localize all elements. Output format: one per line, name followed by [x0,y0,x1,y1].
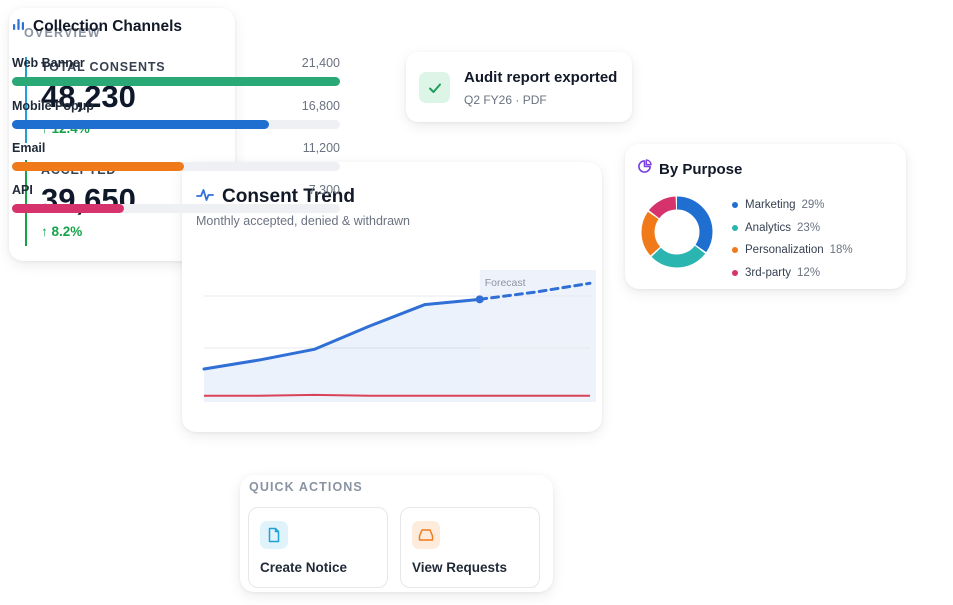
legend-name: 3rd-party [745,266,792,279]
legend-dot [732,224,738,231]
channel-name: Mobile Popup [12,99,94,113]
legend-item-3rd-party: 3rd-party 12% [732,262,853,285]
toast-subtitle: Q2 FY26 · PDF [464,93,547,107]
inbox-icon [412,521,440,549]
check-icon [419,72,450,103]
legend-item-analytics: Analytics 23% [732,217,853,240]
legend-name: Marketing [745,199,796,212]
quick-actions-title: QUICK ACTIONS [249,480,363,494]
legend-pct: 29% [801,199,825,212]
channel-value: 11,200 [302,141,340,155]
donut-slice-marketing [641,196,713,268]
channel-value: 16,800 [301,99,340,113]
legend-dot [732,247,738,254]
channel-name: API [12,183,33,197]
channel-row-email: Email 11,200 [12,141,340,171]
view-requests-label: View Requests [412,560,508,575]
legend-pct: 18% [829,244,853,257]
accepted-forecast-line [478,281,592,301]
audit-export-toast[interactable]: Audit report exported Q2 FY26 · PDF [406,52,632,122]
legend-item-marketing: Marketing 29% [732,194,853,217]
legend-dot [732,269,738,276]
pie-chart-icon [637,159,652,179]
channels-title: Collection Channels [33,17,182,35]
purpose-legend: Marketing 29% Analytics 23% Personalizat… [732,194,853,284]
legend-name: Analytics [745,221,792,234]
forecast-start-point [475,295,484,304]
purpose-title: By Purpose [659,160,743,178]
chart-subtitle: Monthly accepted, denied & withdrawn [196,214,411,228]
overview-title: OVERVIEW [24,26,101,40]
document-icon [260,521,288,549]
bar-chart-icon [12,17,25,36]
forecast-label: Forecast [485,277,526,289]
channel-bar-track [12,120,340,129]
quick-actions-card: QUICK ACTIONS Create Notice View Request… [240,475,553,592]
by-purpose-card: By Purpose Marketing 29% Analytics 23% P… [625,144,906,289]
legend-pct: 12% [797,266,821,279]
channel-value: 7,300 [308,183,340,197]
channel-bar-fill [12,162,184,171]
legend-pct: 23% [797,221,821,234]
channel-row-mobile-popup: Mobile Popup 16,800 [12,99,340,129]
chart-title: Consent Trend [222,186,356,207]
channel-bar-track [12,204,340,213]
channel-bar-track [12,77,340,86]
forecast-region [479,270,596,402]
accepted-area [204,299,480,402]
legend-item-personalization: Personalization 18% [732,239,853,262]
create-notice-button[interactable]: Create Notice [248,507,388,588]
consent-trend-chart: Forecast [202,270,596,402]
donut-slice-personalization [641,196,713,268]
collection-channels-card: Collection Channels Web Banner 21,400 Mob… [0,0,350,225]
metric-delta: ↑ 8.2% [41,224,83,239]
channel-row-api: API 7,300 [12,183,340,213]
metric-label: TOTAL CONSENTS [41,60,166,74]
legend-dot [732,202,738,209]
channel-value: 21,400 [301,56,340,70]
channel-name: Email [12,141,46,155]
view-requests-button[interactable]: View Requests [400,507,540,588]
legend-name: Personalization [745,244,824,257]
donut-slice-analytics [641,196,713,268]
channel-bar-fill [12,120,270,129]
channel-name: Web Banner [12,56,85,70]
channel-bar-fill [12,204,124,213]
create-notice-label: Create Notice [260,560,348,575]
channel-bar-fill [12,77,340,86]
purpose-donut-chart [641,196,713,268]
toast-title: Audit report exported [464,69,618,86]
channel-row-web-banner: Web Banner 21,400 [12,56,340,86]
denied-line [204,393,590,397]
channel-bar-track [12,162,340,171]
pulse-icon [196,187,214,208]
accepted-line [202,297,482,371]
